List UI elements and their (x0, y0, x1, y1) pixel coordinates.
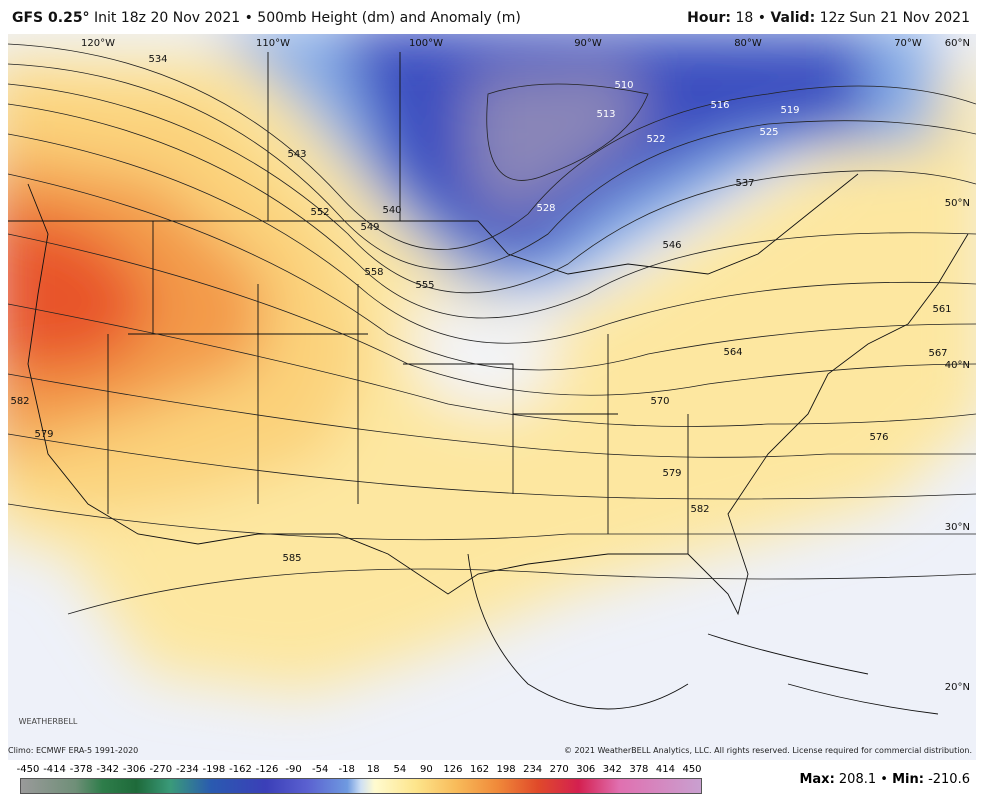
min: -210.6 (928, 772, 970, 787)
colorbar-tick: -450 (16, 764, 40, 775)
colorbar-tick: -342 (96, 764, 120, 775)
colorbar-tick: 126 (443, 764, 463, 775)
map: 120°W 110°W 100°W 90°W 80°W 70°W 60°N 50°N 40°N 3… (8, 34, 976, 760)
contour-label: 525 (759, 127, 778, 138)
contour-label: 576 (869, 432, 888, 443)
contour-label: 552 (310, 207, 329, 218)
contour-label: 570 (650, 396, 669, 407)
header-left: GFS 0.25° Init 18z 20 Nov 2021 • 500mb H… (12, 10, 521, 26)
colorbar-tick: -90 (285, 764, 302, 775)
colorbar-tick: 414 (655, 764, 675, 775)
model: GFS 0.25° (12, 10, 90, 26)
contours (8, 43, 976, 615)
contour-label: 516 (710, 100, 729, 111)
hour: 18 (735, 10, 754, 26)
latitude-label: 30°N (945, 522, 970, 533)
latitude-label: 40°N (945, 360, 970, 371)
contour-label: 582 (10, 396, 29, 407)
contour-label: 543 (287, 149, 306, 160)
contour-label: 540 (382, 205, 401, 216)
contour-label: 567 (928, 348, 947, 359)
colorbar-tick: -162 (229, 764, 252, 775)
logo: WEATHERBELL (19, 717, 78, 726)
colorbar-tick: 54 (393, 764, 407, 775)
latitude-label: 50°N (945, 198, 970, 209)
longitude-label: 120°W (81, 38, 115, 49)
max: 208.1 (838, 772, 877, 787)
colorbar-tick: 198 (496, 764, 516, 775)
colorbar-tick: 162 (469, 764, 490, 775)
colorbar-tick: -306 (122, 764, 146, 775)
colorbar-tick: 378 (629, 764, 649, 775)
colorbar-tick: 234 (523, 764, 543, 775)
colorbar-tick: 270 (549, 764, 569, 775)
colorbar-tick: 18 (366, 764, 380, 775)
header-right: Hour: 18 • Valid: 12z Sun 21 Nov 2021 (687, 10, 970, 26)
colorbar-tick: 342 (602, 764, 622, 775)
contour-label: 585 (282, 553, 301, 564)
max-label: Max: (799, 772, 835, 787)
valid-label: Valid: (770, 10, 816, 26)
borders (8, 52, 969, 715)
colorbar-tick: 450 (682, 764, 702, 775)
copyright: © 2021 WeatherBELL Analytics, LLC. All r… (564, 746, 972, 755)
contour-label: 534 (148, 54, 167, 65)
contour-label: 510 (614, 80, 633, 91)
contour-label: 522 (646, 134, 665, 145)
longitude-label: 70°W (894, 38, 922, 49)
separator: • (880, 772, 888, 787)
colorbar-tick: -234 (176, 764, 199, 775)
min-label: Min: (892, 772, 924, 787)
colorbar-tick: 306 (576, 764, 596, 775)
colorbar-tick: 90 (420, 764, 433, 775)
longitude-label: 90°W (574, 38, 602, 49)
contour-label: 546 (662, 240, 681, 251)
valid: 12z Sun 21 Nov 2021 (819, 10, 970, 26)
contour-label: 579 (662, 468, 681, 479)
latitude-label: 60°N (945, 38, 970, 49)
colorbar-tick: -54 (311, 764, 329, 775)
description: Init 18z 20 Nov 2021 • 500mb Height (dm)… (94, 10, 521, 26)
longitude-label: 80°W (734, 38, 762, 49)
climo: Climo: ECMWF ERA-5 1991-2020 (8, 746, 139, 755)
colorbar-tick: -270 (149, 764, 173, 775)
contour-label: 537 (735, 178, 754, 189)
contour-label: 519 (780, 105, 799, 116)
colorbar-tick: -126 (255, 764, 279, 775)
contour-label: 558 (364, 267, 383, 278)
contour-label: 582 (690, 504, 709, 515)
colorbar-ticks: -450 -414 -378 -342 -306 -270 -234 -198 -162 -126… (16, 764, 702, 776)
separator: • (757, 10, 766, 26)
contour-label: 528 (536, 203, 555, 214)
colorbar (20, 778, 702, 794)
contour-label: 513 (596, 109, 615, 120)
hour-label: Hour: (687, 10, 731, 26)
contour-label: 549 (360, 222, 379, 233)
longitude-label: 100°W (409, 38, 443, 49)
contour-label: 579 (34, 429, 53, 440)
latitude-label: 20°N (945, 682, 970, 693)
contour-label: 561 (932, 304, 951, 315)
colorbar-tick: -414 (43, 764, 66, 775)
stats: Max: 208.1 • Min: -210.6 (799, 772, 970, 787)
colorbar-tick: -378 (69, 764, 93, 775)
colorbar-tick: -198 (202, 764, 226, 775)
colorbar-tick: -18 (338, 764, 355, 775)
contour-label: 564 (723, 347, 742, 358)
contour-label: 555 (415, 280, 434, 291)
longitude-label: 110°W (256, 38, 290, 49)
